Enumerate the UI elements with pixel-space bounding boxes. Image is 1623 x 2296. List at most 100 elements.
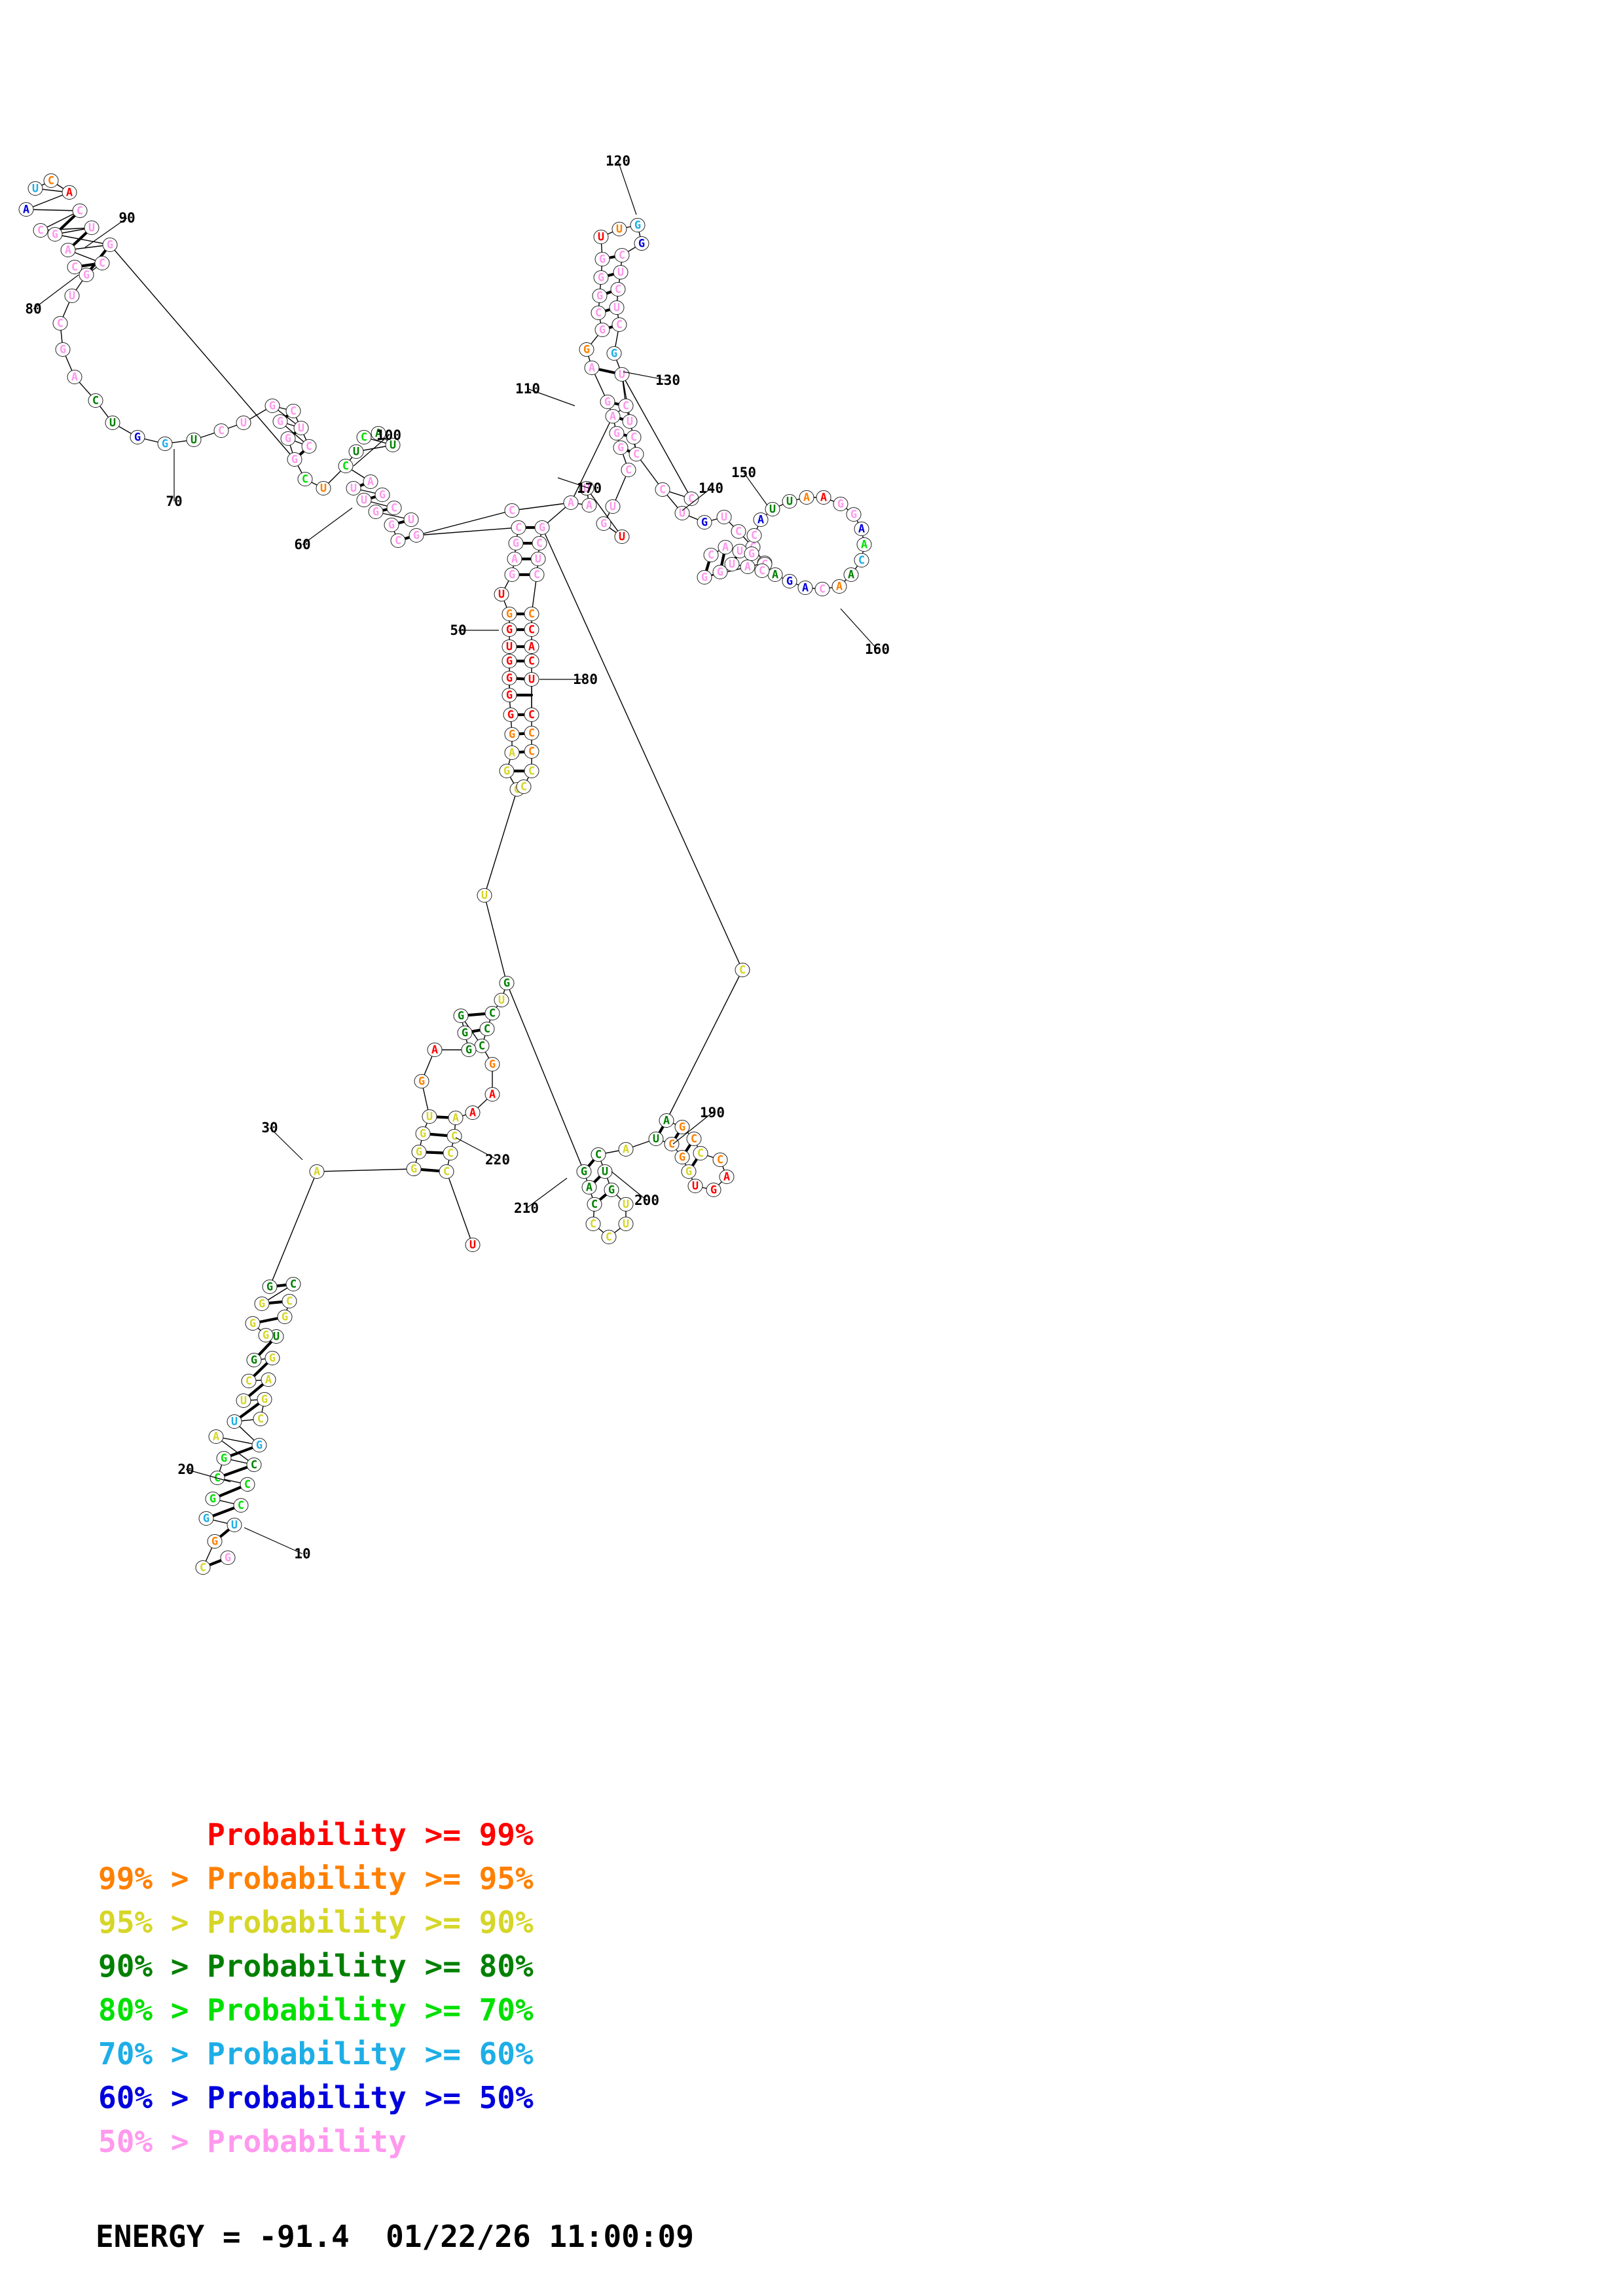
nucleotide[interactable]: G bbox=[79, 268, 94, 282]
nucleotide[interactable]: G bbox=[499, 764, 515, 778]
nucleotide[interactable]: C bbox=[684, 492, 699, 506]
nucleotide[interactable]: C bbox=[516, 780, 532, 794]
nucleotide[interactable]: G bbox=[280, 431, 296, 446]
nucleotide[interactable]: C bbox=[484, 1006, 500, 1020]
nucleotide[interactable]: G bbox=[501, 671, 517, 685]
nucleotide[interactable]: A bbox=[581, 498, 597, 512]
nucleotide[interactable]: U bbox=[687, 1179, 703, 1193]
nucleotide[interactable]: G bbox=[744, 547, 759, 561]
nucleotide[interactable]: A bbox=[797, 581, 813, 595]
nucleotide[interactable]: G bbox=[409, 528, 424, 543]
nucleotide[interactable]: A bbox=[504, 745, 520, 760]
nucleotide[interactable]: A bbox=[856, 537, 872, 552]
nucleotide[interactable]: U bbox=[27, 181, 43, 196]
nucleotide[interactable]: C bbox=[591, 306, 606, 320]
nucleotide[interactable]: U bbox=[465, 1238, 481, 1252]
nucleotide[interactable]: G bbox=[499, 976, 515, 990]
nucleotide[interactable]: C bbox=[587, 1197, 602, 1211]
nucleotide[interactable]: U bbox=[293, 421, 309, 435]
nucleotide[interactable]: C bbox=[67, 260, 82, 274]
nucleotide[interactable]: G bbox=[484, 1057, 500, 1071]
nucleotide[interactable]: C bbox=[356, 430, 372, 444]
nucleotide[interactable]: U bbox=[494, 993, 509, 1007]
nucleotide[interactable]: C bbox=[447, 1129, 462, 1143]
nucleotide[interactable]: A bbox=[799, 490, 814, 505]
nucleotide[interactable]: G bbox=[613, 440, 629, 455]
nucleotide[interactable]: A bbox=[524, 639, 539, 654]
nucleotide[interactable]: C bbox=[241, 1374, 257, 1388]
nucleotide[interactable]: A bbox=[843, 567, 859, 582]
nucleotide[interactable]: C bbox=[33, 223, 48, 238]
nucleotide[interactable]: A bbox=[67, 370, 82, 384]
nucleotide[interactable]: G bbox=[681, 1164, 697, 1179]
nucleotide[interactable]: U bbox=[765, 502, 780, 516]
nucleotide[interactable]: C bbox=[240, 1477, 255, 1492]
nucleotide[interactable]: A bbox=[427, 1043, 443, 1057]
nucleotide[interactable]: C bbox=[43, 173, 59, 188]
nucleotide[interactable]: G bbox=[245, 1316, 261, 1331]
nucleotide[interactable]: G bbox=[262, 1280, 278, 1294]
nucleotide[interactable]: U bbox=[316, 481, 331, 495]
nucleotide[interactable]: G bbox=[374, 488, 390, 502]
nucleotide[interactable]: G bbox=[508, 536, 524, 550]
nucleotide[interactable]: G bbox=[254, 1297, 270, 1311]
nucleotide[interactable]: C bbox=[195, 1560, 211, 1575]
nucleotide[interactable]: U bbox=[674, 506, 690, 520]
nucleotide[interactable]: C bbox=[524, 654, 539, 668]
nucleotide[interactable]: A bbox=[831, 579, 847, 594]
nucleotide[interactable]: A bbox=[261, 1372, 276, 1387]
nucleotide[interactable]: G bbox=[504, 567, 520, 582]
nucleotide[interactable]: C bbox=[529, 567, 545, 582]
nucleotide[interactable]: G bbox=[674, 1150, 690, 1164]
nucleotide[interactable]: G bbox=[504, 727, 520, 742]
nucleotide[interactable]: U bbox=[609, 300, 625, 315]
nucleotide[interactable]: C bbox=[686, 1132, 702, 1146]
nucleotide[interactable]: U bbox=[613, 265, 629, 279]
nucleotide[interactable]: C bbox=[94, 256, 110, 270]
nucleotide[interactable]: C bbox=[88, 393, 103, 408]
nucleotide[interactable]: C bbox=[614, 248, 630, 262]
nucleotide[interactable]: G bbox=[501, 622, 517, 637]
nucleotide[interactable]: U bbox=[236, 1393, 251, 1408]
nucleotide[interactable]: A bbox=[448, 1111, 464, 1125]
nucleotide[interactable]: G bbox=[712, 565, 728, 579]
nucleotide[interactable]: C bbox=[524, 607, 539, 621]
nucleotide[interactable]: U bbox=[622, 414, 638, 429]
nucleotide[interactable]: U bbox=[84, 221, 100, 235]
nucleotide[interactable]: U bbox=[579, 481, 594, 495]
nucleotide[interactable]: C bbox=[585, 1217, 601, 1231]
nucleotide[interactable]: U bbox=[422, 1109, 437, 1124]
nucleotide[interactable]: A bbox=[718, 540, 733, 554]
nucleotide[interactable]: G bbox=[579, 342, 594, 357]
nucleotide[interactable]: U bbox=[385, 438, 401, 452]
nucleotide[interactable]: U bbox=[348, 444, 364, 459]
nucleotide[interactable]: G bbox=[457, 1026, 473, 1040]
nucleotide[interactable]: G bbox=[453, 1009, 469, 1023]
nucleotide[interactable]: C bbox=[611, 317, 627, 332]
nucleotide[interactable]: G bbox=[411, 1145, 427, 1159]
nucleotide[interactable]: C bbox=[610, 282, 626, 296]
nucleotide[interactable]: C bbox=[524, 764, 539, 778]
nucleotide[interactable]: C bbox=[601, 1230, 617, 1244]
nucleotide[interactable]: G bbox=[216, 1451, 232, 1465]
nucleotide[interactable]: C bbox=[712, 1153, 728, 1167]
nucleotide[interactable]: G bbox=[594, 323, 610, 337]
nucleotide[interactable]: U bbox=[593, 230, 609, 244]
nucleotide[interactable]: G bbox=[384, 518, 399, 532]
nucleotide[interactable]: G bbox=[609, 426, 625, 440]
nucleotide[interactable]: C bbox=[213, 423, 229, 438]
nucleotide[interactable]: A bbox=[605, 409, 621, 423]
nucleotide[interactable]: G bbox=[606, 346, 622, 361]
nucleotide[interactable]: C bbox=[735, 963, 750, 977]
nucleotide[interactable]: A bbox=[563, 495, 579, 510]
nucleotide[interactable]: G bbox=[501, 654, 517, 668]
nucleotide[interactable]: A bbox=[753, 512, 769, 527]
nucleotide[interactable]: G bbox=[246, 1353, 262, 1367]
nucleotide[interactable]: U bbox=[605, 499, 621, 514]
nucleotide[interactable]: U bbox=[227, 1414, 242, 1429]
nucleotide[interactable]: U bbox=[236, 416, 251, 430]
nucleotide[interactable]: A bbox=[208, 1429, 224, 1444]
nucleotide[interactable]: U bbox=[597, 1164, 613, 1179]
nucleotide[interactable]: C bbox=[246, 1458, 262, 1472]
nucleotide[interactable]: G bbox=[503, 708, 519, 722]
